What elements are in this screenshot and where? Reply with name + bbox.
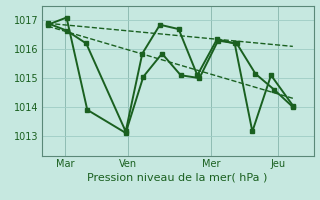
X-axis label: Pression niveau de la mer( hPa ): Pression niveau de la mer( hPa ) bbox=[87, 173, 268, 183]
